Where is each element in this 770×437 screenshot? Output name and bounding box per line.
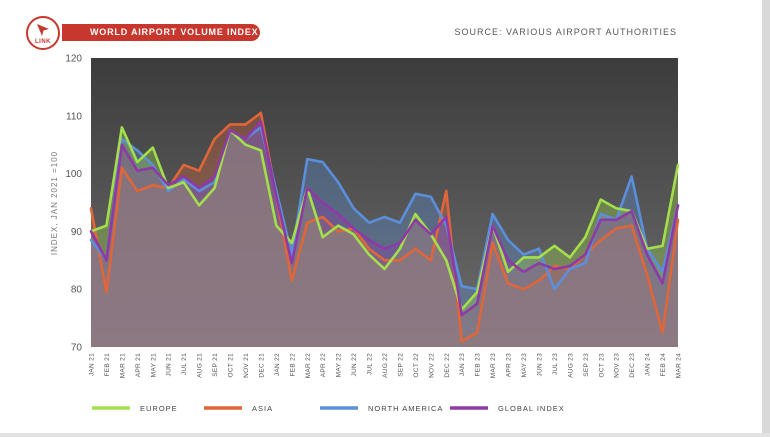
x-axis: JAN 21 FEB 21 MAR 21 APR 21 MAY 21 JUN 21 JUL … [89,353,683,378]
asia-area [91,112,678,347]
x-tick-label: FEB 24 [660,353,667,377]
x-tick-label: OCT 23 [598,353,605,378]
x-tick-label: OCT 21 [228,353,235,378]
x-tick-label: DEC 21 [258,353,265,378]
europe-legend-label: EUROPE [140,404,178,413]
y-tick-label: 110 [66,111,82,122]
x-tick-label: NOV 23 [614,353,621,378]
x-tick-label: JAN 22 [274,353,281,376]
y-tick-label: 80 [71,285,83,296]
x-tick-label: FEB 21 [104,353,111,377]
asia-legend-label: ASIA [252,404,273,413]
x-tick-label: AUG 21 [197,353,204,378]
x-tick-label: NOV 22 [428,353,435,378]
x-tick-label: JUN 22 [351,353,358,377]
y-axis-label: INDEX, JAN 2021 =100 [50,151,59,255]
plot-area [91,58,678,347]
logo: LINK [26,16,60,50]
x-tick-label: MAR 23 [490,353,497,378]
x-tick-label: MAY 21 [150,353,157,377]
x-tick-label: NOV 21 [243,353,250,378]
x-tick-label: JAN 21 [89,353,96,376]
global-index-legend-label: GLOBAL INDEX [498,404,565,413]
north-america-area [91,127,678,347]
x-tick-label: APR 21 [135,353,142,377]
x-tick-label: AUG 23 [567,353,574,378]
y-tick-label: 90 [71,227,83,238]
logo-text: LINK [35,39,51,45]
europe-area [91,127,678,347]
y-tick-label: 120 [65,54,82,65]
x-tick-label: SEP 22 [397,353,404,377]
x-tick-label: FEB 22 [289,353,296,377]
y-axis: 70 80 90 100 110 120 [65,54,82,354]
page-edge-bottom [0,433,770,437]
chart-title: WORLD AIRPORT VOLUME INDEX [62,24,260,41]
x-tick-label: JUL 23 [552,353,559,375]
x-tick-label: SEP 23 [583,353,590,377]
y-tick-label: 100 [65,169,82,180]
x-tick-label: MAY 22 [336,353,343,377]
x-tick-label: MAR 24 [676,353,683,378]
x-tick-label: DEC 23 [629,353,636,378]
x-tick-label: MAY 23 [521,353,528,377]
x-tick-label: JAN 24 [645,353,652,376]
x-tick-label: DEC 22 [444,353,451,378]
x-tick-label: APR 23 [506,353,513,377]
global-index-area [91,121,678,347]
x-tick-label: APR 22 [320,353,327,377]
y-tick-label: 70 [71,343,83,354]
x-tick-label: JUN 21 [166,353,173,377]
x-tick-label: AUG 22 [382,353,389,378]
x-tick-label: SEP 21 [212,353,219,377]
legend: EUROPE ASIA NORTH AMERICA GLOBAL INDEX [92,404,565,413]
series-lines [89,111,680,343]
page-edge [762,0,770,437]
cursor-arrow-icon [37,24,49,36]
x-tick-label: MAR 22 [305,353,312,378]
x-tick-label: JUL 22 [367,353,374,375]
north-america-legend-label: NORTH AMERICA [368,404,443,413]
x-tick-label: JAN 23 [459,353,466,376]
x-tick-label: MAR 21 [119,353,126,378]
europe-line [89,126,680,311]
x-tick-label: JUN 23 [536,353,543,377]
source-note: SOURCE: VARIOUS AIRPORT AUTHORITIES [454,27,677,37]
series-areas [91,112,678,347]
x-tick-label: OCT 22 [413,353,420,378]
north-america-line [89,126,680,291]
global-index-line [89,120,680,317]
x-tick-label: JUL 21 [181,353,188,375]
x-tick-label: FEB 23 [475,353,482,377]
